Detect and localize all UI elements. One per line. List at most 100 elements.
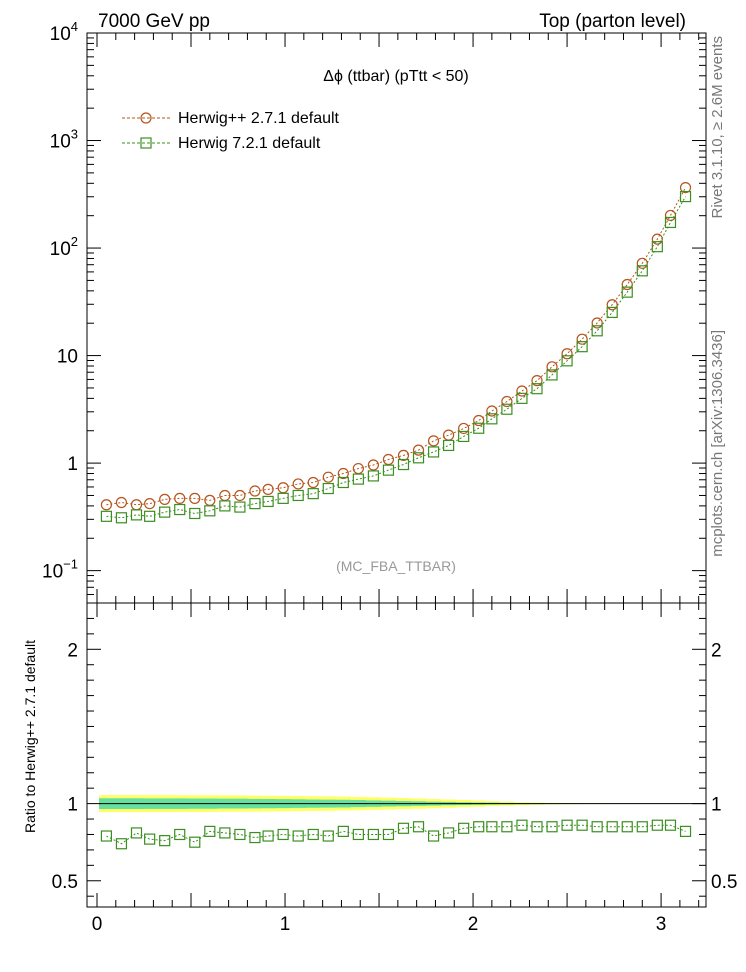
ratio-herwig7-point xyxy=(115,838,128,850)
herwig7-point xyxy=(636,265,648,277)
mcplots-label: mcplots.cern.ch [arXiv:1306.3436] xyxy=(709,330,726,557)
ratio-x-tick-labels: 0 1 2 3 xyxy=(92,914,667,935)
ratio-herwig7-point xyxy=(277,828,289,841)
x-tick-label: 0 xyxy=(92,914,103,935)
y-tick-label: 1 xyxy=(67,454,78,475)
herwigpp-point xyxy=(636,257,648,269)
main-y-tick-labels: 10−1 1 10 102 103 104 xyxy=(42,19,78,583)
ratio-herwig7-point xyxy=(307,828,319,841)
herwigpp-point xyxy=(546,361,558,373)
herwigpp-point xyxy=(174,492,186,504)
plot-title: Δϕ (ttbar) (pTtt < 50) xyxy=(323,68,468,85)
x-tick-label: 3 xyxy=(656,914,667,935)
rivet-label: Rivet 3.1.10, ≥ 2.6M events xyxy=(709,36,726,219)
herwig7-point xyxy=(337,476,349,489)
y-tick-label: 10 xyxy=(57,347,78,368)
herwig7-point xyxy=(352,473,364,485)
main-y-ticks xyxy=(87,32,706,604)
ratio-herwig7-point xyxy=(249,831,261,844)
herwig7-point xyxy=(397,458,410,471)
herwigpp-point xyxy=(664,209,677,222)
herwigpp-point xyxy=(561,348,573,360)
ratio-herwig7-point xyxy=(130,827,143,839)
ratio-herwig7-point xyxy=(486,821,498,833)
herwigpp-point xyxy=(531,375,543,387)
watermark: (MC_FBA_TTBAR) xyxy=(336,558,456,574)
ratio-herwig7-point xyxy=(664,819,677,831)
herwig7-line xyxy=(106,196,686,519)
legend-label-herwig7: Herwig 7.2.1 default xyxy=(178,135,321,152)
herwig7-point xyxy=(144,510,156,522)
ratio-herwig7-point xyxy=(100,830,113,842)
herwig7-point xyxy=(516,392,528,404)
legend-label-herwigpp: Herwig++ 2.7.1 default xyxy=(178,110,340,127)
herwigpp-point xyxy=(307,476,319,489)
ratio-herwig7-point xyxy=(382,828,395,841)
herwig7-point xyxy=(473,422,485,434)
herwig7-point xyxy=(679,190,692,203)
ratio-y-tick-label-right: 2 xyxy=(711,640,722,661)
ratio-herwig7-point xyxy=(427,830,440,842)
ratio-herwig7-point xyxy=(144,833,156,845)
herwigpp-point xyxy=(382,453,395,466)
herwigpp-line xyxy=(106,187,686,506)
ratio-herwig7-point xyxy=(501,821,513,833)
herwigpp-point xyxy=(234,489,246,502)
ratio-herwig7-line xyxy=(106,824,686,845)
ratio-herwig7-point xyxy=(561,819,573,831)
ratio-x-ticks xyxy=(96,603,700,907)
ratio-herwig7-point xyxy=(367,828,380,841)
herwigpp-point xyxy=(427,435,440,447)
herwig7-point xyxy=(189,507,201,520)
herwigpp-point xyxy=(606,299,618,311)
herwig7-point xyxy=(546,369,558,381)
herwig7-point xyxy=(219,500,231,512)
herwig7-point xyxy=(576,341,588,353)
ratio-herwig7-point xyxy=(591,821,603,833)
herwigpp-point xyxy=(516,385,528,397)
ratio-herwig7-point xyxy=(636,821,648,833)
herwig7-point xyxy=(606,306,618,319)
herwigpp-point xyxy=(322,471,334,483)
herwig7-point xyxy=(427,446,440,458)
ratio-frame xyxy=(86,602,707,908)
ratio-herwig7-point xyxy=(443,827,455,839)
herwig7-point xyxy=(531,383,543,395)
ratio-y-ticks xyxy=(87,617,706,897)
ratio-y-tick-label-right: 1 xyxy=(711,795,722,816)
ratio-y-tick-labels: 0.5 0.5 1 1 2 2 xyxy=(52,640,738,892)
header-left: 7000 GeV pp xyxy=(98,11,210,32)
herwigpp-point xyxy=(576,333,588,345)
ratio-herwig7-point xyxy=(292,830,304,842)
y-tick-label: 10−1 xyxy=(42,557,78,583)
herwigpp-point xyxy=(159,493,171,505)
herwigpp-point xyxy=(458,422,470,435)
ratio-herwig7-point xyxy=(473,821,485,833)
herwig7-point xyxy=(100,510,113,522)
herwigpp-point xyxy=(651,233,663,245)
ratio-herwig7-point xyxy=(219,827,231,839)
ratio-herwig7-point xyxy=(204,825,216,837)
herwigpp-point xyxy=(292,478,304,490)
ratio-y-axis-label: Ratio to Herwig++ 2.7.1 default xyxy=(22,640,38,833)
herwigpp-point xyxy=(443,429,455,441)
herwig7-point xyxy=(561,355,573,367)
legend: Herwig++ 2.7.1 default Herwig 7.2.1 defa… xyxy=(122,110,340,152)
herwig7-point xyxy=(322,482,334,495)
herwig7-point xyxy=(115,512,128,524)
legend-marker-circle xyxy=(140,112,152,124)
ratio-herwig7-point xyxy=(174,828,186,841)
ratio-herwig7-point xyxy=(606,821,618,833)
ratio-herwig7-point xyxy=(412,821,425,833)
y-tick-label: 104 xyxy=(50,19,78,45)
ratio-herwig7-point xyxy=(262,830,274,842)
herwigpp-point xyxy=(337,467,349,480)
herwig7-point xyxy=(501,403,513,415)
herwigpp-point xyxy=(367,459,380,471)
herwig7-point xyxy=(262,495,274,508)
legend-entry-herwigpp: Herwig++ 2.7.1 default xyxy=(122,110,340,127)
ratio-y-tick-label-left: 1 xyxy=(67,795,78,816)
herwigpp-point xyxy=(100,499,113,511)
herwig7-point xyxy=(621,286,633,298)
herwig7-point xyxy=(651,241,663,253)
